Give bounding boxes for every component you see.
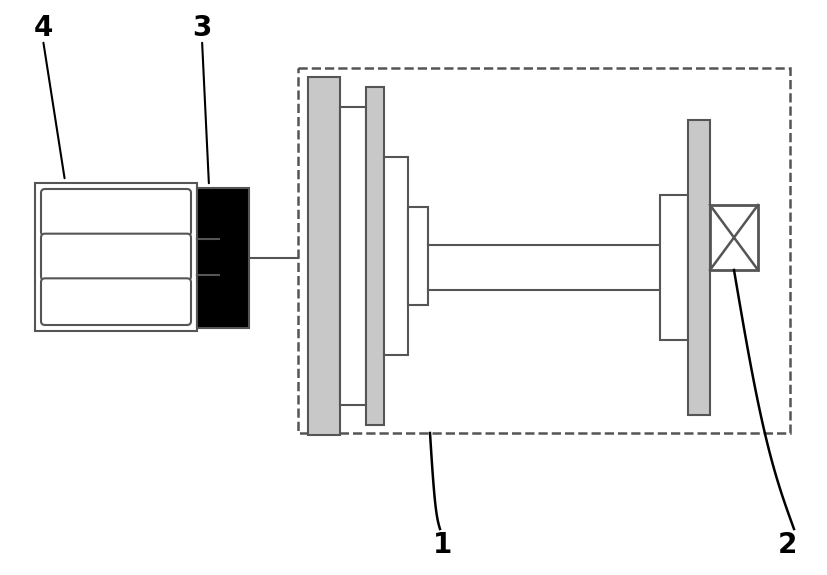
Bar: [366, 87, 384, 425]
Bar: [384, 157, 408, 355]
FancyBboxPatch shape: [41, 278, 191, 325]
Text: 3: 3: [193, 14, 212, 42]
Bar: [408, 207, 428, 305]
Bar: [197, 188, 249, 328]
Bar: [660, 195, 688, 340]
Text: 1: 1: [433, 531, 452, 559]
Bar: [710, 205, 758, 270]
FancyBboxPatch shape: [41, 189, 191, 236]
Bar: [308, 77, 340, 435]
Text: 2: 2: [777, 531, 796, 559]
Text: 4: 4: [33, 14, 53, 42]
Bar: [340, 107, 366, 405]
Bar: [688, 120, 710, 415]
Bar: [35, 183, 197, 331]
FancyBboxPatch shape: [41, 233, 191, 281]
Bar: [298, 68, 790, 433]
